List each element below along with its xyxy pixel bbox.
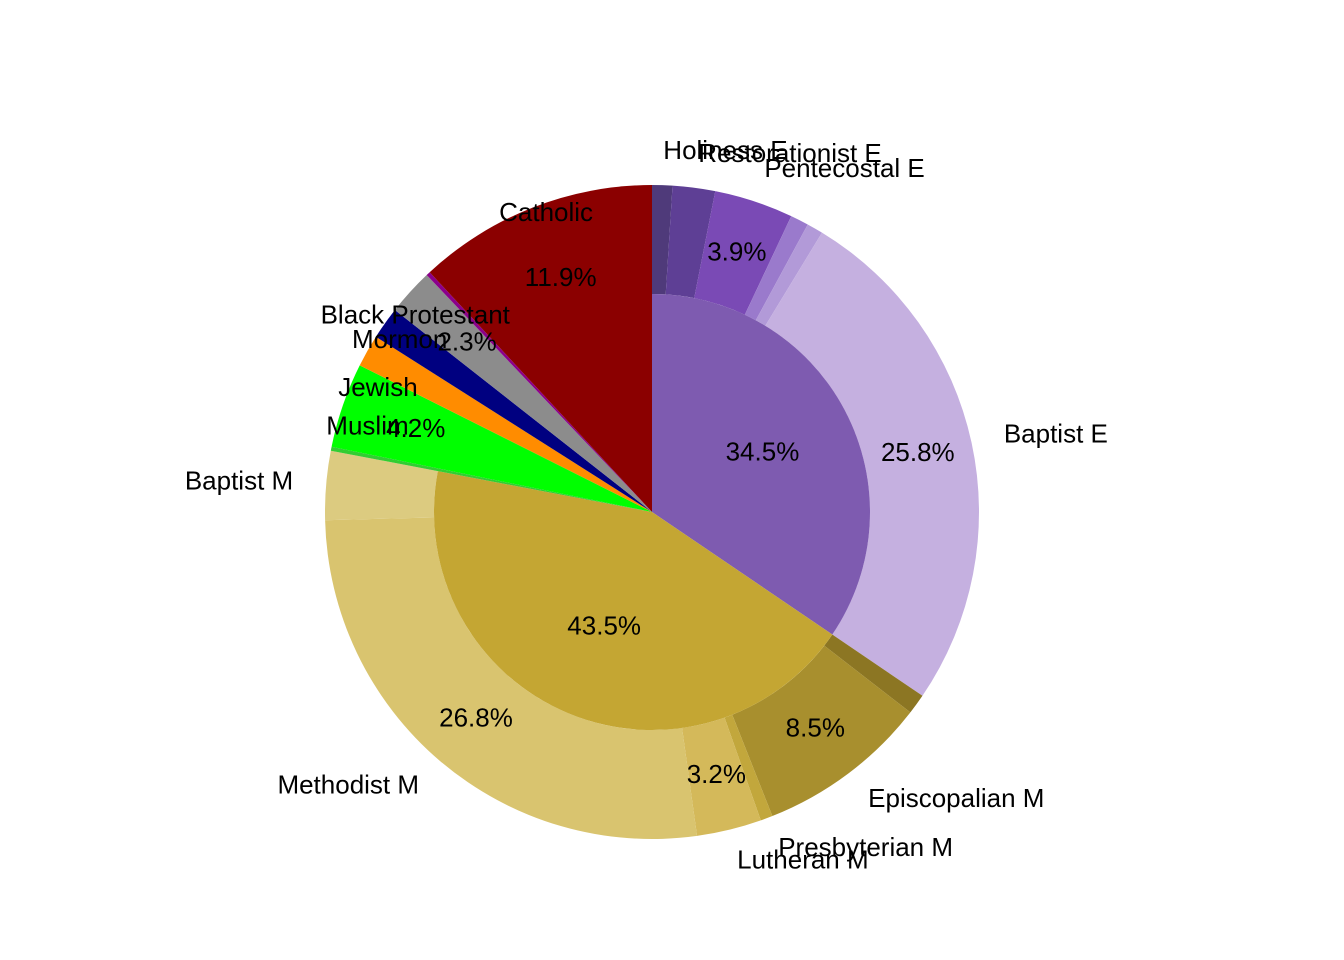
value-label: 26.8% [439,702,513,732]
segment-name: Pentecostal E [764,153,924,183]
inner-slice [331,365,652,512]
value-label: 34.5% [726,436,800,466]
value-label: 2.3% [437,327,496,357]
slice-name: Black Protestant [321,299,511,329]
value-label: 4.2% [386,413,445,443]
outer-segment [665,185,716,299]
inner-slice [652,294,870,635]
outer-segment [682,717,761,836]
outer-segment [744,216,808,321]
segment-name: Lutheran M [737,845,869,875]
inner-slice [433,471,833,730]
inner-slice [394,275,652,512]
value-label: 3.2% [687,759,746,789]
slice-name: Catholic [499,197,593,227]
outer-segment [755,224,822,326]
outer-segment [325,517,698,839]
value-label: 8.5% [786,712,845,742]
inner-slice [426,272,652,512]
segment-name: Holiness E [663,135,787,165]
outer-segment [694,191,792,315]
segment-name: Baptist E [1004,419,1108,449]
value-label: 43.5% [567,610,641,640]
outer-segment [765,232,979,696]
outer-segment [732,645,911,817]
outer-segment [652,185,673,295]
value-label: 11.9% [525,262,597,292]
value-label: 25.8% [881,437,955,467]
inner-slice [359,336,652,512]
slice-name: Muslim [326,411,408,441]
segment-name: Episcopalian M [868,783,1044,813]
outer-segment [824,634,923,713]
outer-segment [325,450,438,521]
inner-slice [375,309,652,512]
inner-slice [330,446,652,512]
slice-name: Jewish [338,372,417,402]
segment-name: Presbyterian M [778,832,953,862]
inner-slice [429,185,652,512]
segment-name: Methodist M [277,769,419,799]
segment-name: Baptist M [185,466,293,496]
slice-name: Mormon [352,324,447,354]
value-label: 3.9% [707,236,766,266]
segment-name: Restorationist E [698,138,882,168]
outer-segment [724,714,773,821]
